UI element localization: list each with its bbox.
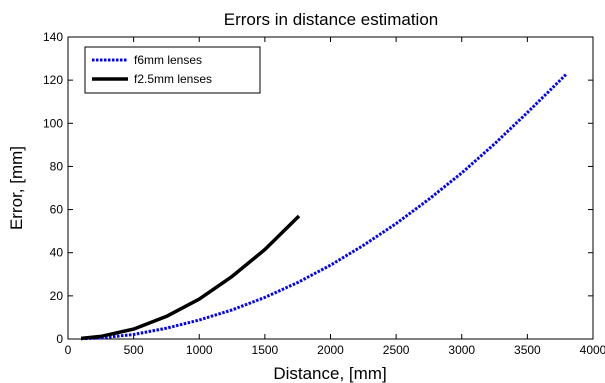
x-axis-ticks: 0 500 1000 1500 2000 2500 3000 3500 4000 bbox=[65, 37, 605, 357]
x-tick-label: 1500 bbox=[252, 343, 279, 357]
y-tick-label: 100 bbox=[43, 116, 63, 130]
series-layer bbox=[80, 72, 568, 341]
y-tick-label: 40 bbox=[50, 246, 64, 260]
y-tick-label: 80 bbox=[50, 159, 64, 173]
x-tick-label: 2500 bbox=[383, 343, 410, 357]
y-tick-label: 20 bbox=[50, 289, 64, 303]
legend-box bbox=[84, 46, 261, 94]
x-tick-label: 3500 bbox=[514, 343, 541, 357]
legend-label-f2-5mm: f2.5mm lenses bbox=[134, 72, 212, 86]
x-tick-label: 4000 bbox=[580, 343, 605, 357]
legend: f6mm lenses f2.5mm lenses bbox=[84, 46, 261, 94]
y-axis-label: Error, [mm] bbox=[7, 146, 26, 230]
legend-label-f6mm: f6mm lenses bbox=[134, 53, 202, 67]
x-tick-label: 500 bbox=[124, 343, 144, 357]
x-tick-label: 2000 bbox=[317, 343, 344, 357]
y-tick-label: 140 bbox=[43, 30, 63, 44]
x-axis-label: Distance, [mm] bbox=[273, 364, 386, 383]
series-line-f2-5mm bbox=[80, 214, 301, 341]
y-tick-label: 60 bbox=[50, 203, 64, 217]
y-axis-ticks: 0 20 40 60 80 100 120 140 bbox=[43, 30, 593, 346]
y-tick-label: 0 bbox=[56, 332, 63, 346]
x-tick-label: 0 bbox=[65, 343, 72, 357]
chart-title: Errors in distance estimation bbox=[224, 10, 438, 29]
series-line-f6mm bbox=[81, 72, 568, 341]
y-tick-label: 120 bbox=[43, 73, 63, 87]
x-tick-label: 1000 bbox=[186, 343, 213, 357]
x-tick-label: 3000 bbox=[448, 343, 475, 357]
